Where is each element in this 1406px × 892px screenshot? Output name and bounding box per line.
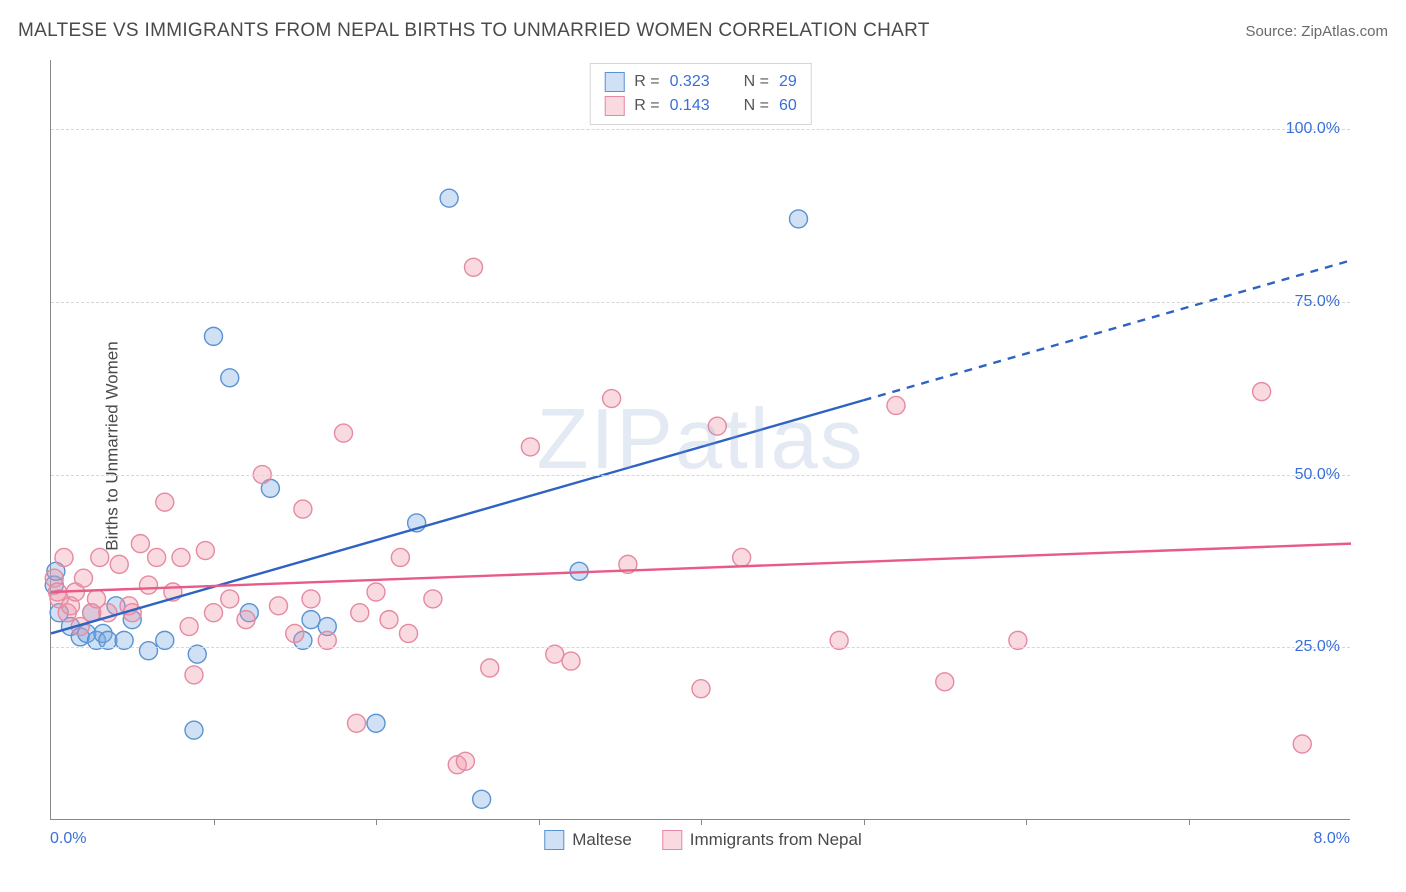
- data-point: [75, 569, 93, 587]
- data-point: [473, 790, 491, 808]
- x-tick: [864, 819, 865, 825]
- data-point: [270, 597, 288, 615]
- data-point: [351, 604, 369, 622]
- x-tick: [539, 819, 540, 825]
- legend-row-nepal: R = 0.143 N = 60: [604, 94, 797, 118]
- swatch-maltese-icon: [604, 72, 624, 92]
- data-point: [140, 642, 158, 660]
- data-point: [367, 583, 385, 601]
- data-point: [380, 611, 398, 629]
- data-point: [481, 659, 499, 677]
- y-tick-label: 75.0%: [1295, 293, 1340, 311]
- data-point: [148, 548, 166, 566]
- source-attribution: Source: ZipAtlas.com: [1245, 23, 1388, 40]
- data-point: [185, 721, 203, 739]
- chart-svg: [51, 60, 1350, 819]
- data-point: [708, 417, 726, 435]
- data-point: [140, 576, 158, 594]
- y-tick-label: 50.0%: [1295, 466, 1340, 484]
- correlation-legend: R = 0.323 N = 29 R = 0.143 N = 60: [589, 63, 812, 125]
- data-point: [400, 624, 418, 642]
- trend-line: [51, 544, 1351, 592]
- n-value-nepal: 60: [779, 97, 797, 115]
- data-point: [302, 590, 320, 608]
- plot-area: ZIPatlas R = 0.323 N = 29 R = 0.143 N = …: [50, 60, 1350, 820]
- chart-title: MALTESE VS IMMIGRANTS FROM NEPAL BIRTHS …: [18, 20, 930, 42]
- data-point: [286, 624, 304, 642]
- data-point: [205, 604, 223, 622]
- x-tick: [376, 819, 377, 825]
- data-point: [110, 555, 128, 573]
- data-point: [196, 542, 214, 560]
- data-point: [205, 327, 223, 345]
- data-point: [692, 680, 710, 698]
- trend-line-extrapolated: [864, 260, 1352, 400]
- data-point: [562, 652, 580, 670]
- n-label: N =: [744, 73, 769, 91]
- legend-row-maltese: R = 0.323 N = 29: [604, 70, 797, 94]
- gridline: [51, 302, 1350, 303]
- data-point: [440, 189, 458, 207]
- data-point: [603, 390, 621, 408]
- x-tick: [1189, 819, 1190, 825]
- data-point: [424, 590, 442, 608]
- r-value-maltese: 0.323: [670, 73, 710, 91]
- data-point: [180, 618, 198, 636]
- gridline: [51, 647, 1350, 648]
- swatch-nepal-icon: [604, 96, 624, 116]
- data-point: [55, 548, 73, 566]
- data-point: [302, 611, 320, 629]
- data-point: [237, 611, 255, 629]
- legend-item-maltese: Maltese: [544, 830, 632, 850]
- x-axis-max-label: 8.0%: [1314, 830, 1350, 848]
- data-point: [221, 590, 239, 608]
- data-point: [335, 424, 353, 442]
- gridline: [51, 475, 1350, 476]
- swatch-maltese-icon: [544, 830, 564, 850]
- n-value-maltese: 29: [779, 73, 797, 91]
- data-point: [733, 548, 751, 566]
- series-legend: Maltese Immigrants from Nepal: [544, 830, 861, 850]
- data-point: [790, 210, 808, 228]
- data-point: [185, 666, 203, 684]
- r-label: R =: [634, 73, 659, 91]
- data-point: [465, 258, 483, 276]
- swatch-nepal-icon: [662, 830, 682, 850]
- title-bar: MALTESE VS IMMIGRANTS FROM NEPAL BIRTHS …: [18, 20, 1388, 42]
- r-label: R =: [634, 97, 659, 115]
- legend-label-nepal: Immigrants from Nepal: [690, 830, 862, 850]
- data-point: [91, 548, 109, 566]
- data-point: [456, 752, 474, 770]
- data-point: [367, 714, 385, 732]
- legend-label-maltese: Maltese: [572, 830, 632, 850]
- data-point: [1253, 383, 1271, 401]
- n-label: N =: [744, 97, 769, 115]
- data-point: [348, 714, 366, 732]
- r-value-nepal: 0.143: [670, 97, 710, 115]
- gridline: [51, 129, 1350, 130]
- y-tick-label: 25.0%: [1295, 638, 1340, 656]
- data-point: [172, 548, 190, 566]
- data-point: [131, 535, 149, 553]
- x-tick: [1026, 819, 1027, 825]
- data-point: [887, 396, 905, 414]
- x-axis-min-label: 0.0%: [50, 830, 86, 848]
- x-tick: [214, 819, 215, 825]
- data-point: [521, 438, 539, 456]
- legend-item-nepal: Immigrants from Nepal: [662, 830, 862, 850]
- data-point: [156, 493, 174, 511]
- data-point: [1293, 735, 1311, 753]
- data-point: [936, 673, 954, 691]
- data-point: [221, 369, 239, 387]
- x-tick: [701, 819, 702, 825]
- y-tick-label: 100.0%: [1286, 120, 1340, 138]
- data-point: [391, 548, 409, 566]
- data-point: [294, 500, 312, 518]
- trend-line: [51, 400, 864, 633]
